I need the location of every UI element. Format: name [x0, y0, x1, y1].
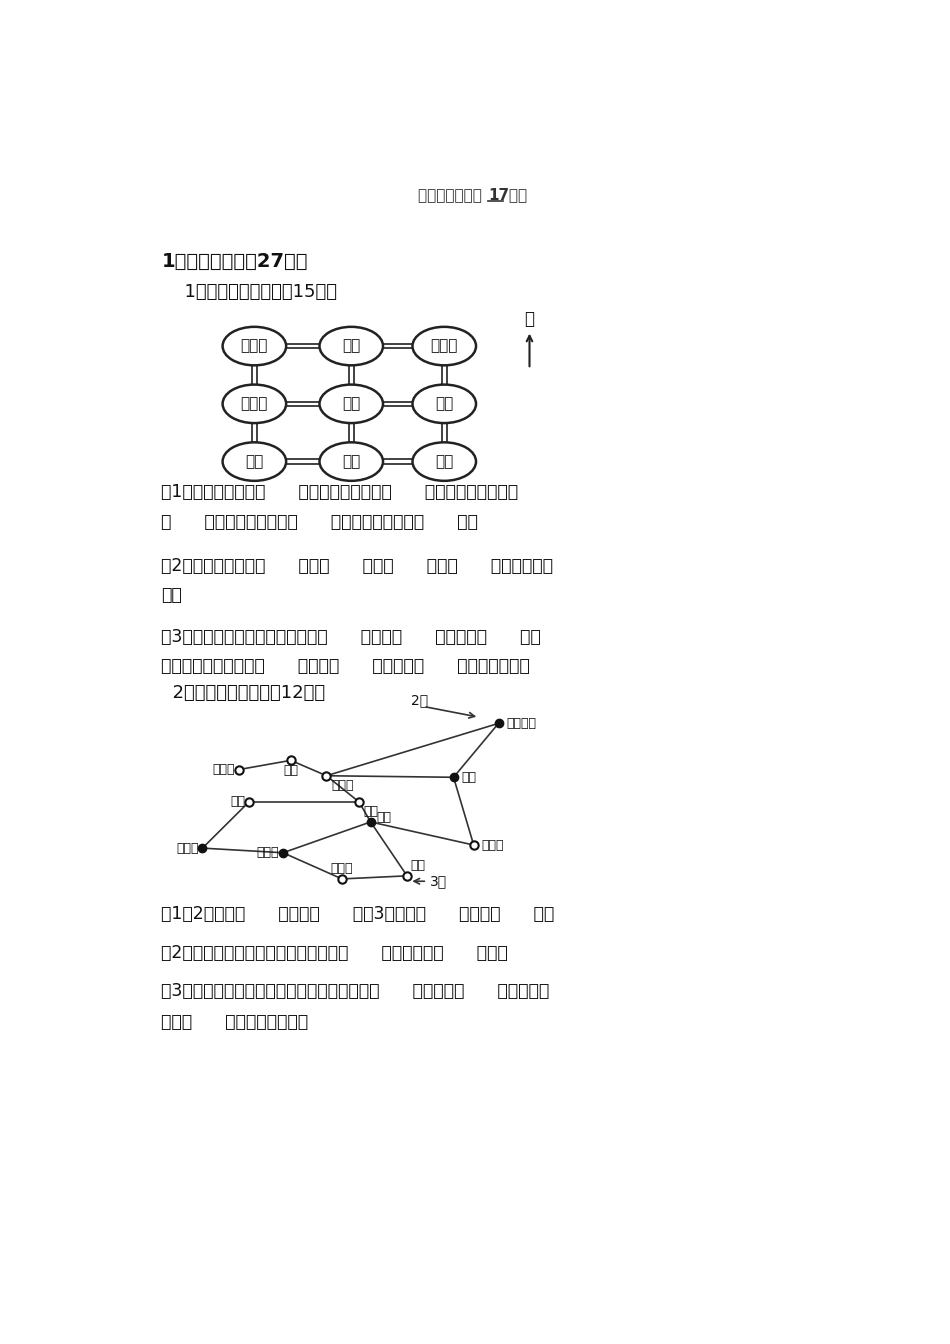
Text: 2、根据路线填写。（12分）: 2、根据路线填写。（12分）	[162, 684, 326, 702]
Text: 面。: 面。	[162, 586, 182, 603]
Text: 邮局: 邮局	[342, 339, 360, 353]
Text: 公园: 公园	[245, 454, 263, 469]
Text: 动物园: 动物园	[176, 841, 199, 855]
Text: （1）2路车从（      ）开往（      ）；3路车从（      ）开往（      ）。: （1）2路车从（ ）开往（ ）；3路车从（ ）开往（ ）。	[162, 906, 555, 923]
Text: 汽车站: 汽车站	[482, 839, 504, 852]
Text: （2）小明从汽车站出发到书城，应乘（      ）路车，乘（      ）站。: （2）小明从汽车站出发到书城，应乘（ ）路车，乘（ ）站。	[162, 943, 508, 962]
Text: 文化宫: 文化宫	[256, 847, 279, 859]
Text: 超市: 超市	[230, 796, 245, 809]
Text: 供电局: 供电局	[213, 763, 235, 775]
Text: 少年宫: 少年宫	[240, 396, 268, 411]
Ellipse shape	[412, 327, 476, 366]
Text: （      ），银行的北面是（      ），超市的西面是（      ）。: （ ），银行的北面是（ ），超市的西面是（ ）。	[162, 512, 478, 531]
Text: 到电影院；或者先向（      ）走到（      ），再向（      ）走到电影院。: 到电影院；或者先向（ ）走到（ ），再向（ ）走到电影院。	[162, 657, 530, 676]
Text: （2）公园的北面是（      ）、（      ）；（      ）与（      ）在广场的西: （2）公园的北面是（ ）、（ ）；（ ）与（ ）在广场的西	[162, 556, 553, 574]
Ellipse shape	[412, 442, 476, 481]
Text: 课时: 课时	[504, 188, 527, 203]
Text: 本学期实备总第: 本学期实备总第	[418, 188, 486, 203]
Text: 体育馆: 体育馆	[240, 339, 268, 353]
Text: 广场: 广场	[435, 454, 453, 469]
Text: 花园小区: 花园小区	[506, 716, 536, 730]
Text: 小学: 小学	[462, 770, 476, 784]
Text: 书城: 书城	[364, 805, 379, 818]
Text: 1、解决问题（共27分）: 1、解决问题（共27分）	[162, 251, 308, 271]
Text: 17: 17	[488, 188, 509, 203]
Text: 服装城: 服装城	[331, 862, 353, 875]
Text: 超市: 超市	[342, 454, 360, 469]
Text: 学校: 学校	[342, 396, 360, 411]
Text: （3）小亮从花园小区出发到游乐场，应先乘（      ）路车到（      ）站下车，: （3）小亮从花园小区出发到游乐场，应先乘（ ）路车到（ ）站下车，	[162, 982, 550, 1000]
Text: （3）从学校走到电影院，可以向（      ）走到（      ），再向（      ）走: （3）从学校走到电影院，可以向（ ）走到（ ），再向（ ）走	[162, 628, 542, 646]
Text: （1）学校的南面是（      ），邮局的东面是（      ）。学校的西北面是: （1）学校的南面是（ ），邮局的东面是（ ）。学校的西北面是	[162, 484, 519, 501]
Text: 3路: 3路	[429, 874, 446, 888]
Text: 北: 北	[524, 310, 535, 328]
Ellipse shape	[319, 442, 383, 481]
Text: 再乘（      ）路车到游乐场。: 再乘（ ）路车到游乐场。	[162, 1013, 309, 1031]
Ellipse shape	[412, 384, 476, 423]
Text: 电影院: 电影院	[430, 339, 458, 353]
Text: 2路: 2路	[411, 694, 428, 707]
Ellipse shape	[222, 327, 286, 366]
Ellipse shape	[222, 442, 286, 481]
Text: 游乐场: 游乐场	[332, 780, 353, 792]
Ellipse shape	[319, 384, 383, 423]
Text: 银行: 银行	[435, 396, 453, 411]
Ellipse shape	[222, 384, 286, 423]
Text: 1、根据图示填空。（15分）: 1、根据图示填空。（15分）	[173, 284, 337, 301]
Ellipse shape	[319, 327, 383, 366]
Text: 二院: 二院	[283, 763, 298, 777]
Text: 广场: 广场	[377, 810, 391, 824]
Text: 公园: 公园	[410, 859, 426, 871]
